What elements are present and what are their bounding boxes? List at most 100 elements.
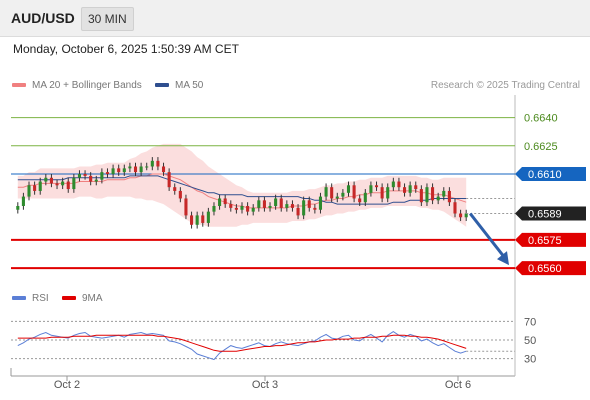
candle xyxy=(431,187,435,201)
last-price-label: 0.6589 xyxy=(528,209,562,221)
rsi-tick-label: 30 xyxy=(524,354,536,366)
candle xyxy=(374,185,379,188)
candle xyxy=(330,187,334,199)
candle xyxy=(391,181,395,188)
candle xyxy=(161,166,166,173)
timeframe-badge[interactable]: 30 MIN xyxy=(81,7,134,31)
legend-rsi: RSI xyxy=(12,293,49,304)
datetime-label: Monday, October 6, 2025 1:50:39 AM CET xyxy=(13,42,239,56)
candle xyxy=(89,175,93,182)
candle xyxy=(341,192,345,197)
candle xyxy=(61,181,65,186)
candle xyxy=(105,172,110,175)
forecast-arrow-shaft xyxy=(469,212,507,259)
level-label-0.6610: 0.6610 xyxy=(528,169,562,181)
candle xyxy=(38,181,42,191)
candle xyxy=(201,215,205,223)
candle xyxy=(274,198,278,206)
candle xyxy=(145,166,149,168)
candle xyxy=(83,174,87,176)
candle xyxy=(290,204,294,208)
candle xyxy=(246,205,250,212)
candle xyxy=(403,187,407,193)
candle xyxy=(212,205,216,212)
legend-ma20-label: MA 20 + Bollinger Bands xyxy=(32,80,142,91)
candle xyxy=(229,204,233,208)
candle xyxy=(358,198,362,203)
candle xyxy=(122,168,126,173)
candle xyxy=(397,181,401,188)
level-tag-0.6575 xyxy=(515,232,586,247)
legend-9ma-label: 9MA xyxy=(82,293,103,304)
ma20-swatch xyxy=(12,83,26,88)
candle xyxy=(335,196,339,199)
legend-ma20: MA 20 + Bollinger Bands xyxy=(12,80,142,91)
rsi-tick-label: 70 xyxy=(524,316,536,328)
level-label-0.6625: 0.6625 xyxy=(524,141,558,153)
candle xyxy=(133,166,138,173)
candle xyxy=(167,172,171,188)
level-label-0.6640: 0.6640 xyxy=(524,113,558,125)
candle xyxy=(128,166,132,169)
candle xyxy=(178,190,182,199)
x-tick-label: Oct 6 xyxy=(445,379,471,391)
candle xyxy=(190,215,194,225)
candle xyxy=(27,185,31,197)
ma9-swatch xyxy=(62,296,76,301)
candle xyxy=(386,187,390,199)
candle xyxy=(44,177,48,182)
candle xyxy=(279,198,283,208)
candle xyxy=(346,185,351,193)
candle xyxy=(21,196,25,206)
x-tick-label: Oct 3 xyxy=(252,379,278,391)
candle xyxy=(313,207,317,210)
x-tick-label: Oct 2 xyxy=(54,379,80,391)
candle xyxy=(324,187,328,197)
candle xyxy=(302,200,306,216)
candle xyxy=(459,213,463,218)
candle xyxy=(307,200,311,208)
legend-ma50-label: MA 50 xyxy=(175,80,204,91)
level-tag-0.6560 xyxy=(515,261,586,276)
candle xyxy=(173,187,177,191)
candle xyxy=(380,187,384,199)
candle xyxy=(262,200,266,208)
candle xyxy=(66,181,70,190)
candle xyxy=(285,204,289,208)
candle xyxy=(447,190,451,203)
ma50-line xyxy=(17,175,467,205)
symbol-title: AUD/USD xyxy=(11,10,75,26)
candle xyxy=(150,160,154,167)
legend-rsi-label: RSI xyxy=(32,293,49,304)
candle xyxy=(453,202,457,214)
candle xyxy=(33,185,37,191)
candle xyxy=(100,172,104,180)
candle xyxy=(55,183,59,186)
rsi-tick-label: 50 xyxy=(524,335,536,347)
level-label-0.6560: 0.6560 xyxy=(528,263,562,275)
forecast-arrow-head xyxy=(497,251,509,266)
credit-label: Research © 2025 Trading Central xyxy=(430,80,580,91)
candle xyxy=(352,185,356,199)
candle xyxy=(234,207,238,210)
candle xyxy=(72,177,76,190)
candle xyxy=(363,192,367,203)
candle xyxy=(139,166,143,173)
candle xyxy=(296,207,300,216)
candle xyxy=(49,177,53,184)
candle xyxy=(414,185,418,190)
candle xyxy=(268,205,272,208)
rsi-series-RSI xyxy=(17,331,467,361)
candle xyxy=(223,198,227,205)
candle xyxy=(425,187,429,203)
candle xyxy=(195,215,199,225)
chart-header: AUD/USD 30 MIN xyxy=(0,0,590,37)
candle xyxy=(16,205,20,210)
candle xyxy=(436,196,440,201)
candle xyxy=(218,198,222,206)
candle xyxy=(419,189,423,203)
candle xyxy=(240,205,244,210)
candle xyxy=(184,198,188,216)
candle xyxy=(77,174,81,178)
